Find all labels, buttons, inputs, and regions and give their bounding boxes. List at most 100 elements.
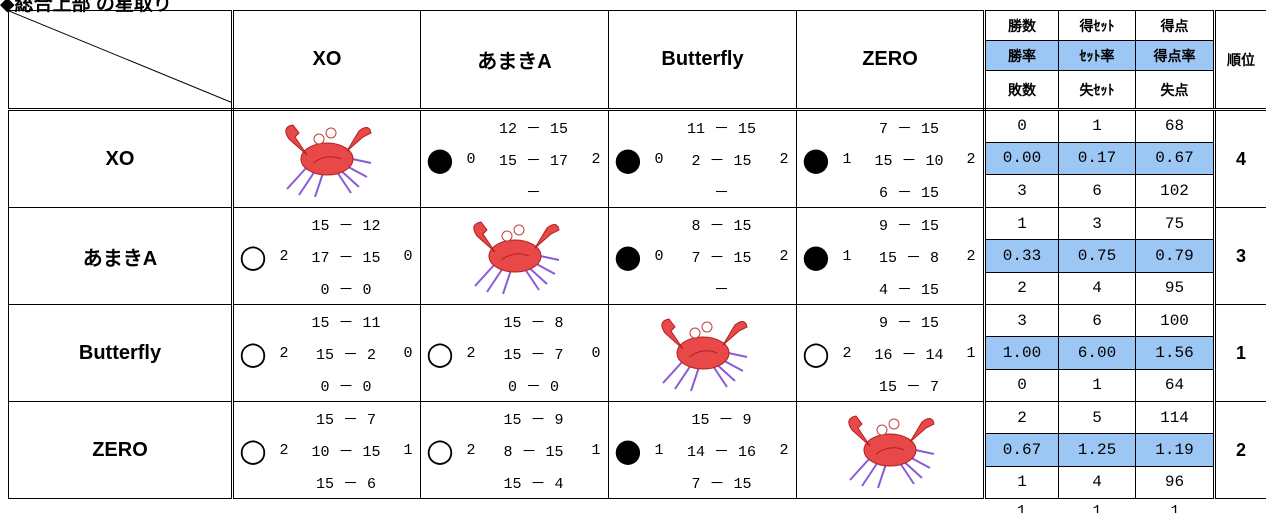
sets-lost: 2 (779, 441, 789, 459)
score-line: 9 － 15 (798, 209, 982, 241)
set-score: 15 － 2 (315, 346, 376, 364)
match-cell: 15 － 11 ○ 2 15 － 2 0 0 － 0 (232, 304, 421, 402)
result-mark: ○ (239, 334, 267, 372)
score-line: 15 － 8 (422, 306, 608, 338)
score-line: 15 － 7 (798, 369, 982, 401)
set-score: － (525, 184, 541, 202)
score-line: 15 － 9 (610, 403, 796, 435)
corner-cell (8, 10, 234, 111)
match-detail: 7 － 15 ● 1 15 － 10 2 6 － 15 (798, 111, 982, 207)
sets-won: 1 (842, 150, 852, 168)
rank-value: 4 (1214, 109, 1266, 208)
result-mark: ● (802, 140, 830, 178)
match-cell: 15 － 9 ● 1 14 － 16 2 7 － 15 (608, 401, 797, 499)
set-score: 12 － 15 (498, 120, 568, 138)
stat-value: 68 (1135, 109, 1216, 143)
stat-value: 1.56 (1135, 336, 1216, 370)
team-header: XO (232, 10, 421, 111)
stat-header: 勝数 (984, 9, 1059, 42)
sets-won: 2 (842, 344, 852, 362)
stat-header: 失点 (1135, 70, 1216, 111)
stat-header: 敗数 (984, 70, 1059, 111)
sets-lost: 0 (403, 344, 413, 362)
team-header: あまきA (420, 10, 609, 111)
sets-won: 0 (654, 247, 664, 265)
match-cell: 15 － 9 ○ 2 8 － 15 1 15 － 4 (420, 401, 609, 499)
sets-lost: 2 (591, 150, 601, 168)
set-score: 15 － 11 (311, 314, 381, 332)
set-score: 15 － 9 (691, 411, 752, 429)
score-line: 9 － 15 (798, 306, 982, 338)
match-cell: 7 － 15 ● 1 15 － 10 2 6 － 15 (796, 109, 986, 208)
sets-won: 1 (654, 441, 664, 459)
set-score: 10 － 15 (311, 443, 381, 461)
rank-header: 順位 (1214, 10, 1266, 111)
match-detail: 12 － 15 ● 0 15 － 17 2 － (422, 111, 608, 207)
team-row: あまきA 15 － 12 ○ 2 17 － 15 0 0 － 0 8 － 15 ● 0 7 － 15… (8, 206, 1266, 305)
set-score: 8 － 15 (691, 217, 752, 235)
crab-icon (848, 414, 935, 488)
set-score: 14 － 16 (686, 443, 756, 461)
stat-value: 96 (1135, 465, 1216, 500)
team-row: ZERO 15 － 7 ○ 2 10 － 15 1 15 － 6 15 － 9 ○ 2 8 － 15… (8, 400, 1266, 499)
set-score: 9 － 15 (878, 217, 939, 235)
stat-value: 2 (984, 400, 1059, 435)
match-cell: 8 － 15 ● 0 7 － 15 2 － (608, 207, 797, 305)
result-mark: ● (614, 431, 642, 469)
stat-header: 得ｾｯﾄ (1058, 9, 1136, 42)
score-line: ○ 2 16 － 14 1 (798, 337, 982, 369)
match-cell: 9 － 15 ● 1 15 － 8 2 4 － 15 (796, 207, 986, 305)
stat-value: 0 (984, 109, 1059, 143)
score-line: 12 － 15 (422, 111, 608, 143)
stat-header: 得点 (1135, 9, 1216, 42)
sets-lost: 2 (966, 247, 976, 265)
team-name: XO (8, 109, 234, 208)
header-row: 敗数 失ｾｯﾄ 失点 (9, 70, 1266, 111)
sets-won: 0 (654, 150, 664, 168)
sets-lost: 2 (966, 150, 976, 168)
set-score: 15 － 8 (878, 249, 939, 267)
stat-value: 1.25 (1058, 433, 1136, 467)
score-line: 4 － 15 (798, 272, 982, 304)
stat-value: 75 (1135, 206, 1216, 241)
sets-won: 2 (279, 344, 289, 362)
sets-won: 2 (279, 441, 289, 459)
stat-value: 64 (1135, 368, 1216, 403)
set-score: 0 － 0 (320, 378, 372, 396)
stat-value: 95 (1135, 271, 1216, 306)
stat-value: 114 (1135, 400, 1216, 435)
crab-icon (660, 317, 748, 391)
score-line: 15 － 6 (234, 466, 420, 498)
score-line: － (610, 272, 796, 304)
match-detail: 11 － 15 ● 0 2 － 15 2 － (610, 111, 796, 207)
sets-lost: 0 (403, 247, 413, 265)
score-line: 0 － 0 (422, 369, 608, 401)
set-score: 15 － 12 (311, 217, 381, 235)
team-name: ZERO (8, 401, 234, 499)
stat-value: 0.33 (984, 239, 1059, 273)
score-line: － (610, 175, 796, 207)
sets-lost: 0 (591, 344, 601, 362)
score-line: ● 0 2 － 15 2 (610, 143, 796, 175)
set-score: 9 － 15 (878, 314, 939, 332)
match-detail: 15 － 7 ○ 2 10 － 15 1 15 － 6 (234, 403, 420, 498)
set-score: 0 － 0 (507, 378, 559, 396)
score-line: ● 1 14 － 16 2 (610, 431, 796, 469)
match-cell (796, 401, 986, 499)
match-detail: 9 － 15 ○ 2 16 － 14 1 15 － 7 (798, 306, 982, 401)
result-mark: ○ (239, 431, 267, 469)
footer-value: 1 (1092, 503, 1102, 513)
score-line: ● 0 7 － 15 2 (610, 237, 796, 275)
score-line: 6 － 15 (798, 175, 982, 207)
set-score: 17 － 15 (311, 249, 381, 267)
header-row: XO あまきA Butterfly ZERO 勝数 得ｾｯﾄ 得点 順位 (8, 9, 1266, 111)
set-score: 15 － 9 (503, 411, 564, 429)
match-cell (232, 109, 421, 208)
score-line: ○ 2 15 － 2 0 (234, 337, 420, 369)
set-score: 15 － 7 (315, 411, 376, 429)
sets-lost: 2 (779, 150, 789, 168)
team-row: 0 1 64 (9, 368, 1266, 403)
result-mark: ● (614, 237, 642, 275)
